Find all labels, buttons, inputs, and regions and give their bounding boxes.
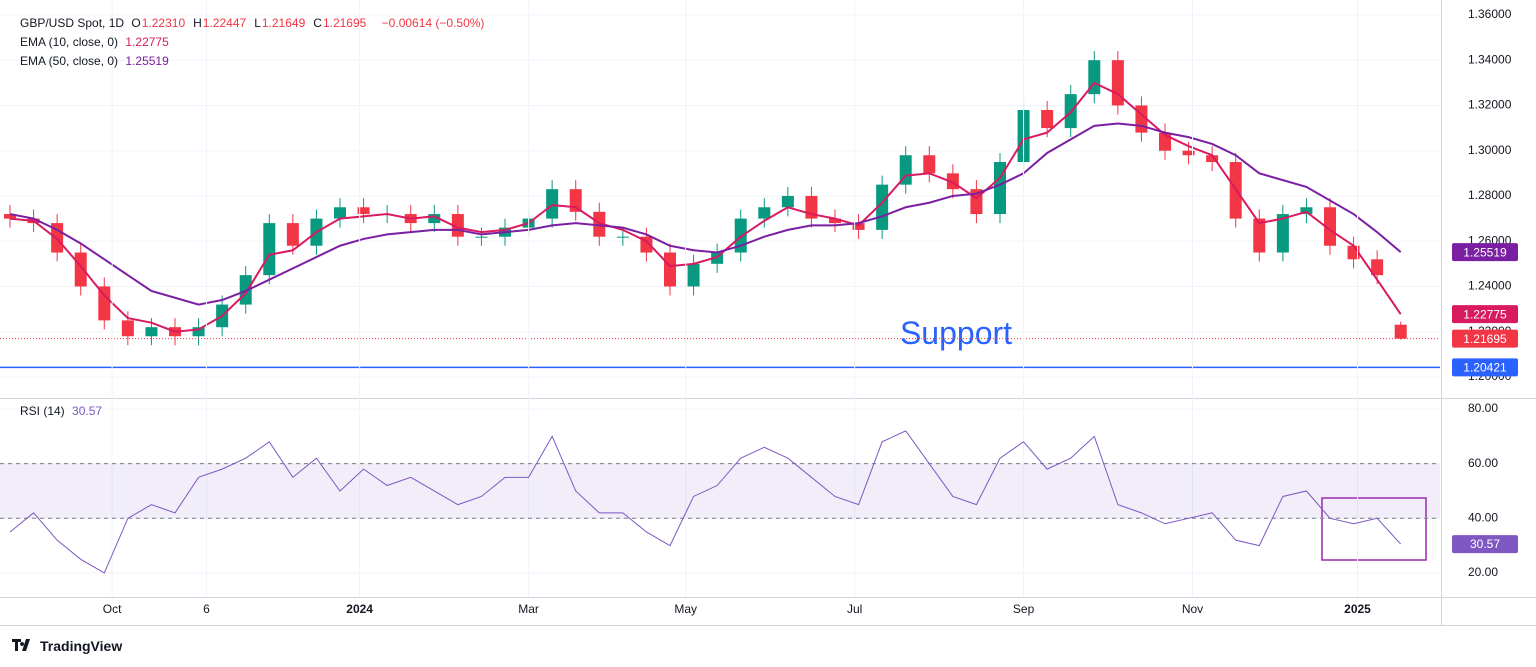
price-badge (1452, 329, 1518, 348)
ohlc-text: 1.21649 (261, 16, 306, 30)
candle-body (781, 195, 794, 208)
candle-body (263, 223, 276, 276)
legend-main: GBP/USD Spot, 1D O1.22310 H1.22447 L1.2164… (20, 16, 488, 30)
ema-line (9, 122, 1402, 306)
rsi-value: 30.57 (72, 404, 103, 418)
x-tick-label: 6 (203, 602, 210, 616)
ema-name: EMA (10, close, 0) (20, 35, 119, 49)
x-tick-label: Sep (1013, 602, 1035, 616)
x-tick-label: 2024 (346, 602, 373, 616)
candle-body (1324, 207, 1336, 246)
highlight-box (1321, 497, 1427, 561)
candle-body (899, 155, 912, 185)
rsi-name: RSI (14) (20, 404, 65, 418)
ohlc-text: 1.22310 (141, 16, 186, 30)
candle-body (687, 263, 700, 287)
ohlc-key: C (313, 16, 322, 30)
y-tick-label: 1.28000 (1468, 188, 1512, 202)
rsi-line (9, 430, 1402, 574)
ema-value: 1.22775 (125, 35, 169, 49)
ohlc-key: L (254, 16, 261, 30)
candle-body (1371, 259, 1384, 276)
candle-body (994, 162, 1006, 215)
y-tick-label: 60.00 (1468, 456, 1498, 470)
candle-body (98, 286, 111, 321)
rsi-band (0, 463, 1440, 519)
candle-body (192, 327, 205, 337)
legend-ema50: EMA (50, close, 0) 1.25519 (20, 54, 173, 68)
y-tick-label: 1.36000 (1468, 7, 1512, 21)
price-badge-label: 1.22775 (1463, 307, 1507, 321)
candle-body (1276, 214, 1289, 253)
candle-body (1253, 218, 1266, 253)
candle-body (1206, 155, 1219, 163)
x-tick-label: Nov (1182, 602, 1203, 616)
ohlc-key: O (131, 16, 141, 30)
candle-body (664, 252, 676, 287)
ema-name: EMA (50, close, 0) (20, 54, 119, 68)
x-tick-label: Jul (847, 602, 862, 616)
symbol: GBP/USD Spot, 1D (20, 16, 125, 30)
support-label: Support (900, 315, 1012, 351)
ohlc-text: 1.22447 (202, 16, 247, 30)
price-badge (1452, 243, 1518, 262)
candle-body (286, 223, 299, 246)
candle-body (758, 207, 771, 219)
candle-body (711, 252, 724, 264)
y-tick-label: 20.00 (1468, 565, 1498, 579)
y-tick-label: 1.24000 (1468, 279, 1512, 293)
legend-rsi: RSI (14) 30.57 (20, 404, 106, 418)
candle-body (334, 207, 346, 219)
y-tick-label: 1.34000 (1468, 52, 1512, 66)
candle-body (1300, 207, 1313, 215)
candle-body (876, 184, 889, 230)
ohlc-text: 1.21695 (322, 16, 367, 30)
candle-body (923, 155, 936, 174)
y-tick-label: 40.00 (1468, 510, 1498, 524)
candle-body (1041, 109, 1054, 129)
rsi-badge (1452, 535, 1518, 554)
price-badge (1452, 358, 1518, 377)
candle-body (145, 327, 158, 337)
price-badge (1452, 305, 1518, 324)
ohlc-key: H (193, 16, 202, 30)
ohlc: O1.22310 H1.22447 L1.21649 C1.21695 (131, 16, 374, 30)
candle-body (829, 218, 841, 224)
x-tick-label: 2025 (1344, 602, 1371, 616)
candle-body (475, 236, 488, 238)
candle-body (4, 214, 16, 219)
y-tick-label: 1.30000 (1468, 143, 1512, 157)
candle-body (852, 223, 865, 230)
y-tick-label: 1.32000 (1468, 98, 1512, 112)
price-badge-label: 1.25519 (1463, 245, 1507, 259)
rsi-badge-label: 30.57 (1470, 537, 1500, 551)
candle-body (121, 320, 134, 337)
ema-value: 1.25519 (125, 54, 169, 68)
candle-body (1111, 60, 1124, 106)
candle-body (593, 211, 606, 237)
candle-body (1394, 324, 1407, 339)
y-tick-label: 80.00 (1468, 401, 1498, 415)
candle-body (428, 214, 441, 224)
candle-body (546, 189, 559, 219)
price-badge-label: 1.21695 (1463, 332, 1507, 346)
price-badge-label: 1.20421 (1463, 361, 1507, 375)
branding: TradingView (12, 638, 122, 654)
x-tick-label: May (674, 602, 697, 616)
candle-body (74, 252, 87, 287)
brand-name: TradingView (40, 638, 123, 654)
x-tick-label: Oct (103, 602, 122, 616)
logo (12, 639, 30, 651)
candle-body (616, 236, 629, 238)
change: −0.00614 (−0.50%) (381, 16, 485, 30)
ema-line (9, 81, 1402, 333)
x-tick-label: Mar (518, 602, 539, 616)
candle-body (357, 207, 370, 215)
candle-body (1182, 150, 1195, 156)
legend-ema10: EMA (10, close, 0) 1.22775 (20, 35, 173, 49)
